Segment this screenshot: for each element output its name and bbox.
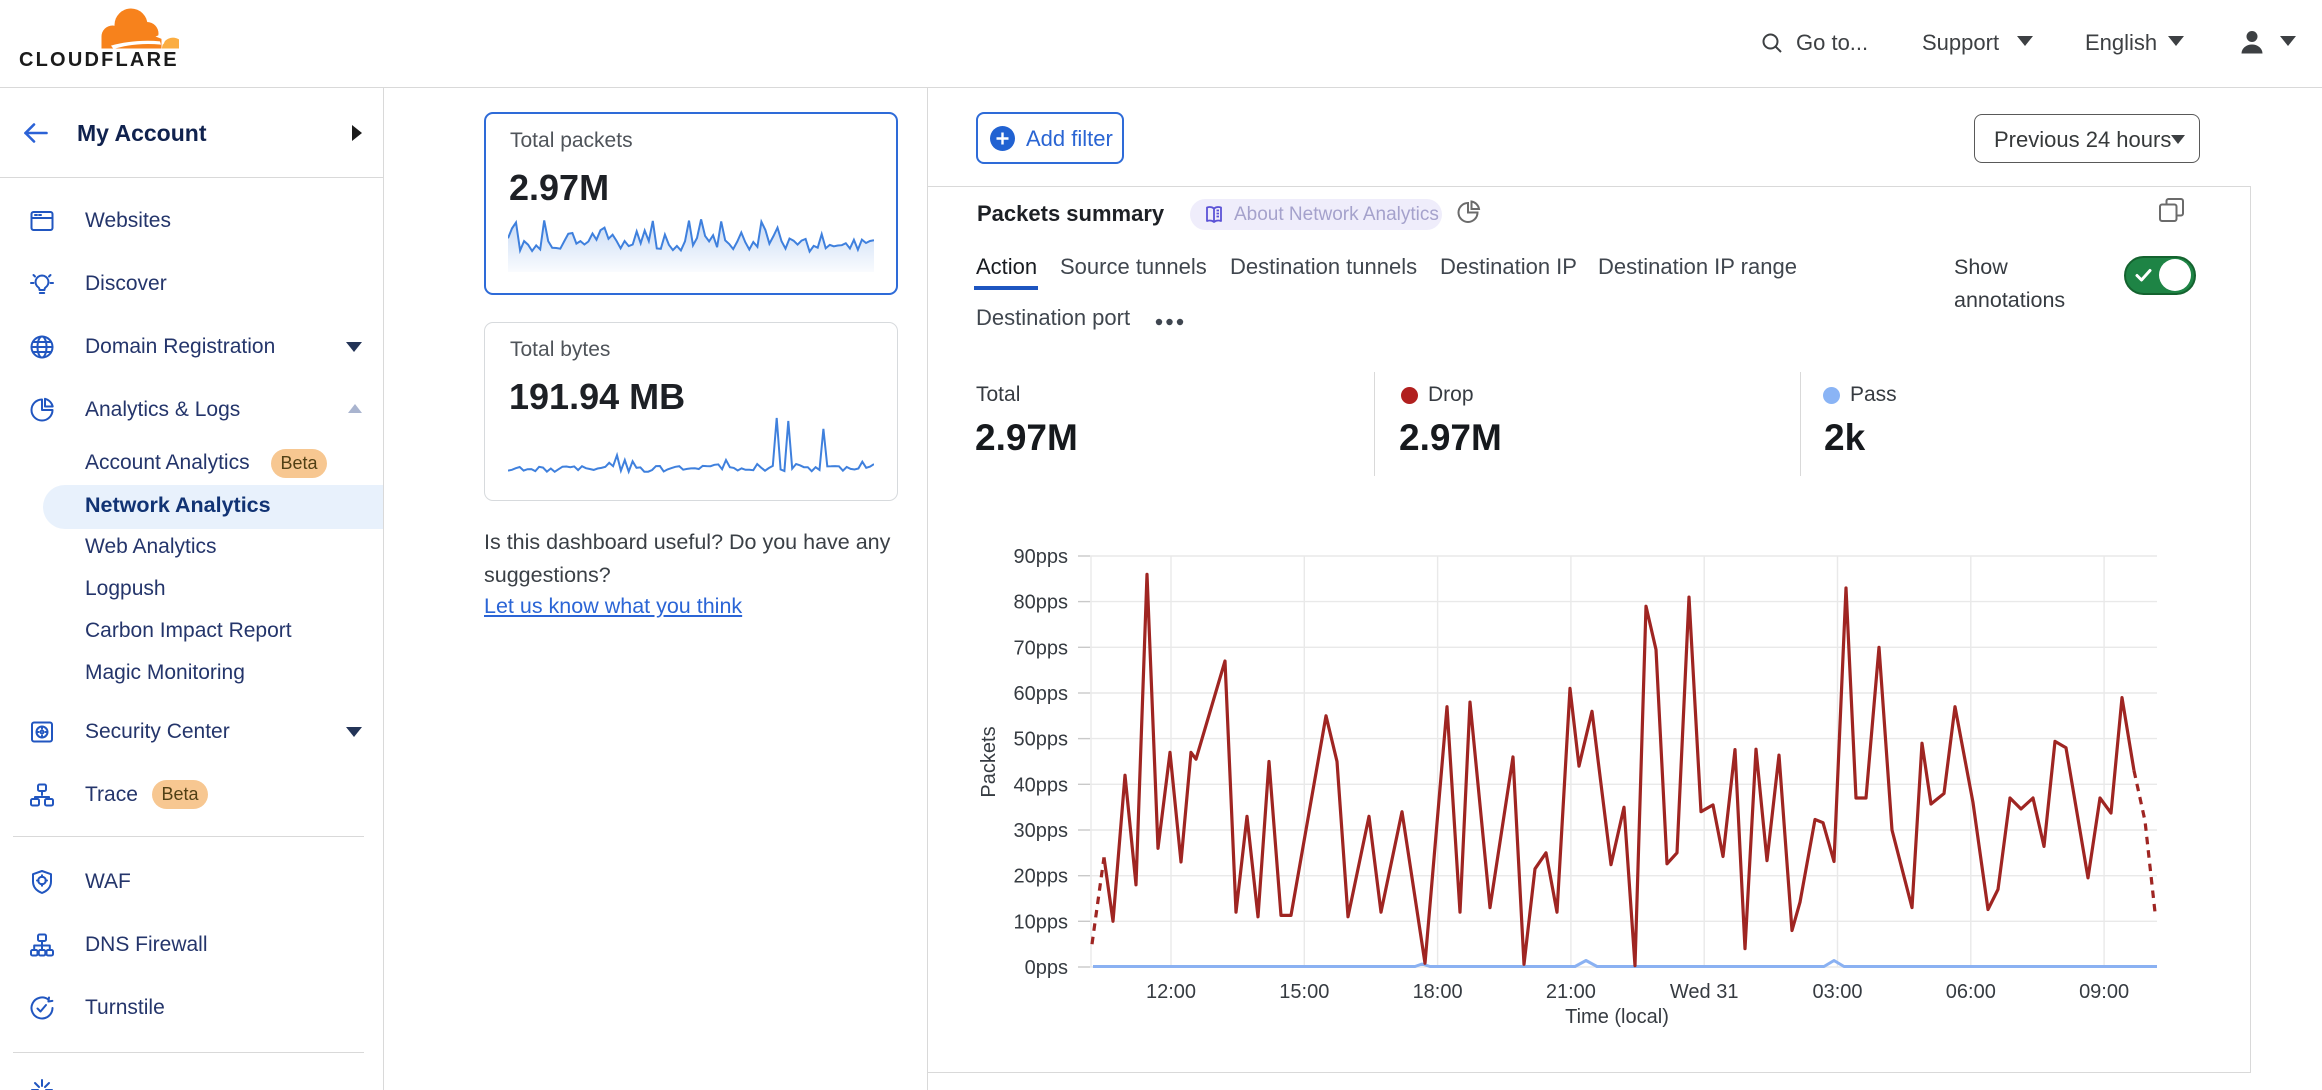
svg-text:90pps: 90pps	[1014, 546, 1069, 568]
svg-text:0pps: 0pps	[1025, 957, 1068, 979]
svg-text:70pps: 70pps	[1014, 637, 1069, 659]
svg-text:18:00: 18:00	[1413, 981, 1463, 1003]
svg-text:12:00: 12:00	[1146, 981, 1196, 1003]
svg-text:60pps: 60pps	[1014, 683, 1069, 705]
svg-text:20pps: 20pps	[1014, 866, 1069, 888]
svg-text:50pps: 50pps	[1014, 729, 1069, 751]
svg-text:Packets: Packets	[978, 726, 1000, 797]
svg-text:06:00: 06:00	[1946, 981, 1996, 1003]
svg-text:80pps: 80pps	[1014, 592, 1069, 614]
svg-text:Time (local): Time (local)	[1565, 1006, 1669, 1028]
svg-text:09:00: 09:00	[2079, 981, 2129, 1003]
svg-text:15:00: 15:00	[1279, 981, 1329, 1003]
svg-text:10pps: 10pps	[1014, 911, 1069, 933]
svg-text:Wed 31: Wed 31	[1670, 981, 1739, 1003]
svg-text:40pps: 40pps	[1014, 774, 1069, 796]
svg-text:21:00: 21:00	[1546, 981, 1596, 1003]
svg-text:30pps: 30pps	[1014, 820, 1069, 842]
svg-text:03:00: 03:00	[1812, 981, 1862, 1003]
